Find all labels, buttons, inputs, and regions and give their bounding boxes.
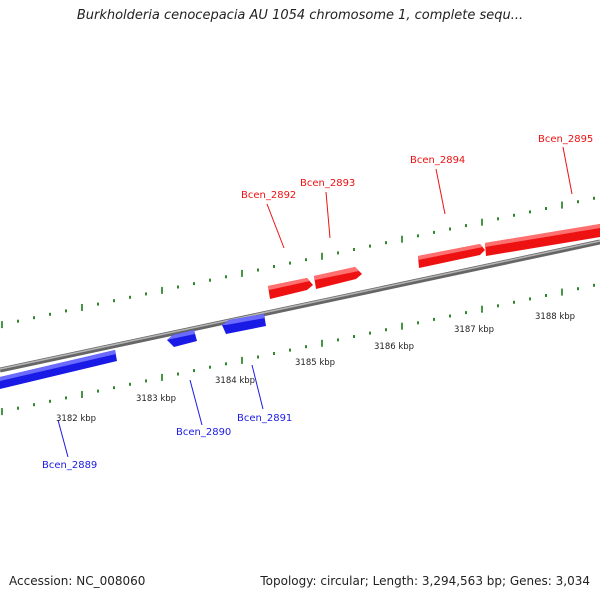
chromosome-backbone	[0, 239, 600, 373]
gene-label-bcen-2889[interactable]: Bcen_2889	[42, 460, 97, 471]
chromosome-backbone-highlight	[0, 240, 600, 370]
gene-label-bcen-2892[interactable]: Bcen_2892	[241, 190, 296, 201]
map-title: Burkholderia cenocepacia AU 1054 chromos…	[76, 8, 524, 23]
gene-bcen-2893[interactable]	[314, 267, 362, 289]
gene-label-bcen-2890[interactable]: Bcen_2890	[176, 427, 231, 438]
outer-tick-track	[1, 196, 595, 329]
gene-label-bcen-2894[interactable]: Bcen_2894	[410, 155, 465, 166]
callout-bcen-2893	[325, 191, 331, 239]
topology-summary: Topology: circular; Length: 3,294,563 bp…	[260, 574, 590, 588]
gene-bcen-2895[interactable]	[485, 224, 600, 256]
gene-label-bcen-2891[interactable]: Bcen_2891	[237, 413, 292, 424]
callout-bcen-2892	[266, 203, 285, 249]
callout-bcen-2895	[562, 146, 573, 195]
gene-bcen-2892[interactable]	[268, 278, 313, 299]
scale-label-3182: 3182 kbp	[56, 414, 96, 424]
gene-bcen-2890[interactable]	[167, 330, 197, 347]
callout-bcen-2891	[251, 364, 264, 410]
gene-label-bcen-2895[interactable]: Bcen_2895	[538, 134, 593, 145]
gene-bcen-2889[interactable]	[0, 350, 117, 389]
gene-bcen-2894[interactable]	[418, 244, 485, 268]
scale-label-3186: 3186 kbp	[374, 342, 414, 352]
inner-tick-track	[1, 283, 595, 416]
callout-bcen-2890	[189, 379, 203, 426]
accession-label: Accession: NC_008060	[9, 574, 146, 588]
callout-bcen-2894	[435, 168, 446, 215]
gene-bcen-2891[interactable]	[222, 314, 266, 334]
scale-label-3187: 3187 kbp	[454, 325, 494, 335]
scale-label-3188: 3188 kbp	[535, 312, 575, 322]
scale-label-3184: 3184 kbp	[215, 376, 255, 386]
gene-label-bcen-2893[interactable]: Bcen_2893	[300, 178, 355, 189]
scale-label-3183: 3183 kbp	[136, 394, 176, 404]
scale-label-3185: 3185 kbp	[295, 358, 335, 368]
callout-bcen-2889	[57, 419, 69, 458]
